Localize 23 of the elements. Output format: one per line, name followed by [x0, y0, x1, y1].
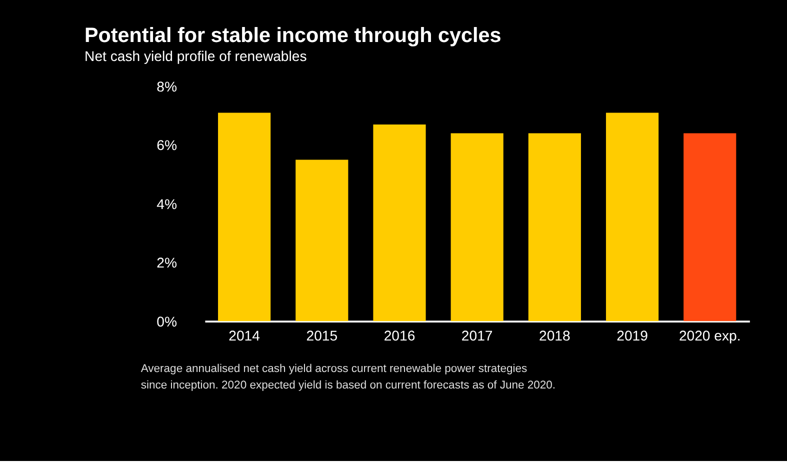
bar	[528, 133, 581, 322]
bar	[684, 133, 736, 322]
bar	[450, 133, 504, 322]
text: Average annualised net cash yield across current renewable power strategies	[140, 362, 528, 375]
chart-subtitle: Net cash yield profile of renewables	[84, 48, 307, 64]
bar	[606, 112, 659, 322]
x-tick-label: 2020 exp.	[678, 327, 741, 344]
x-tick-label: 2015	[306, 327, 338, 344]
x-tick-label: 2016	[384, 327, 416, 344]
x-tick-label: 2017	[461, 327, 493, 344]
x-tick-label: 2014	[228, 327, 260, 344]
bar	[296, 160, 348, 322]
y-tick-label: 0%	[156, 313, 178, 330]
text: since inception. 2020 expected yield is based on current forecasts as of June 2020.	[140, 380, 556, 392]
y-tick-label: 2%	[156, 254, 178, 271]
bar	[373, 124, 426, 322]
x-tick-label: 2018	[539, 327, 570, 344]
y-tick-label: 4%	[156, 196, 178, 212]
x-tick-label: 2019	[616, 327, 648, 344]
bar	[218, 112, 271, 322]
y-tick-label: 8%	[156, 78, 178, 95]
chart-title: Potential for stable income through cycles	[84, 24, 502, 48]
y-tick-label: 6%	[156, 137, 178, 154]
